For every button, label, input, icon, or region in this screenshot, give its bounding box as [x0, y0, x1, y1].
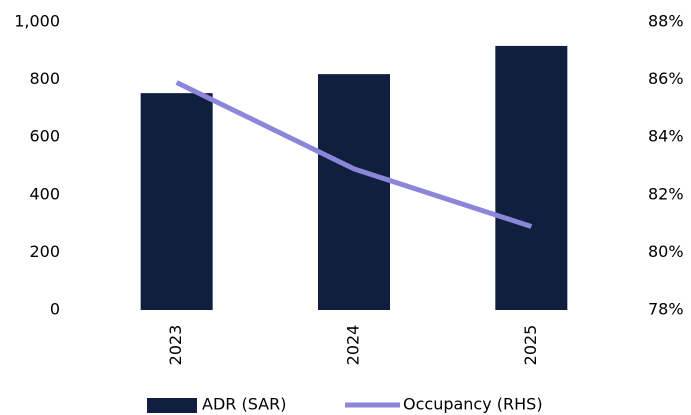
y2-tick-label: 78%	[648, 300, 684, 319]
bar	[140, 93, 213, 310]
y2-tick-label: 82%	[648, 184, 684, 203]
y-tick-label: 200	[29, 242, 60, 261]
y2-tick-label: 80%	[648, 242, 684, 261]
bar	[318, 74, 390, 311]
x-tick-label: 2023	[166, 325, 185, 366]
y-tick-label: 0	[50, 300, 60, 319]
legend-swatch	[147, 398, 197, 413]
y2-tick-label: 86%	[648, 69, 684, 88]
x-tick-label: 2025	[521, 325, 540, 366]
y2-tick-label: 84%	[648, 127, 684, 146]
y2-tick-label: 88%	[648, 12, 684, 31]
legend-label: ADR (SAR)	[202, 395, 286, 414]
y-tick-label: 1,000	[14, 12, 60, 31]
bar	[495, 45, 568, 311]
y-tick-label: 400	[29, 184, 60, 203]
y-tick-label: 800	[29, 69, 60, 88]
x-tick-label: 2024	[344, 325, 363, 366]
occupancy-line	[175, 80, 533, 229]
y-tick-label: 600	[29, 127, 60, 146]
legend-label: Occupancy (RHS)	[403, 395, 543, 414]
